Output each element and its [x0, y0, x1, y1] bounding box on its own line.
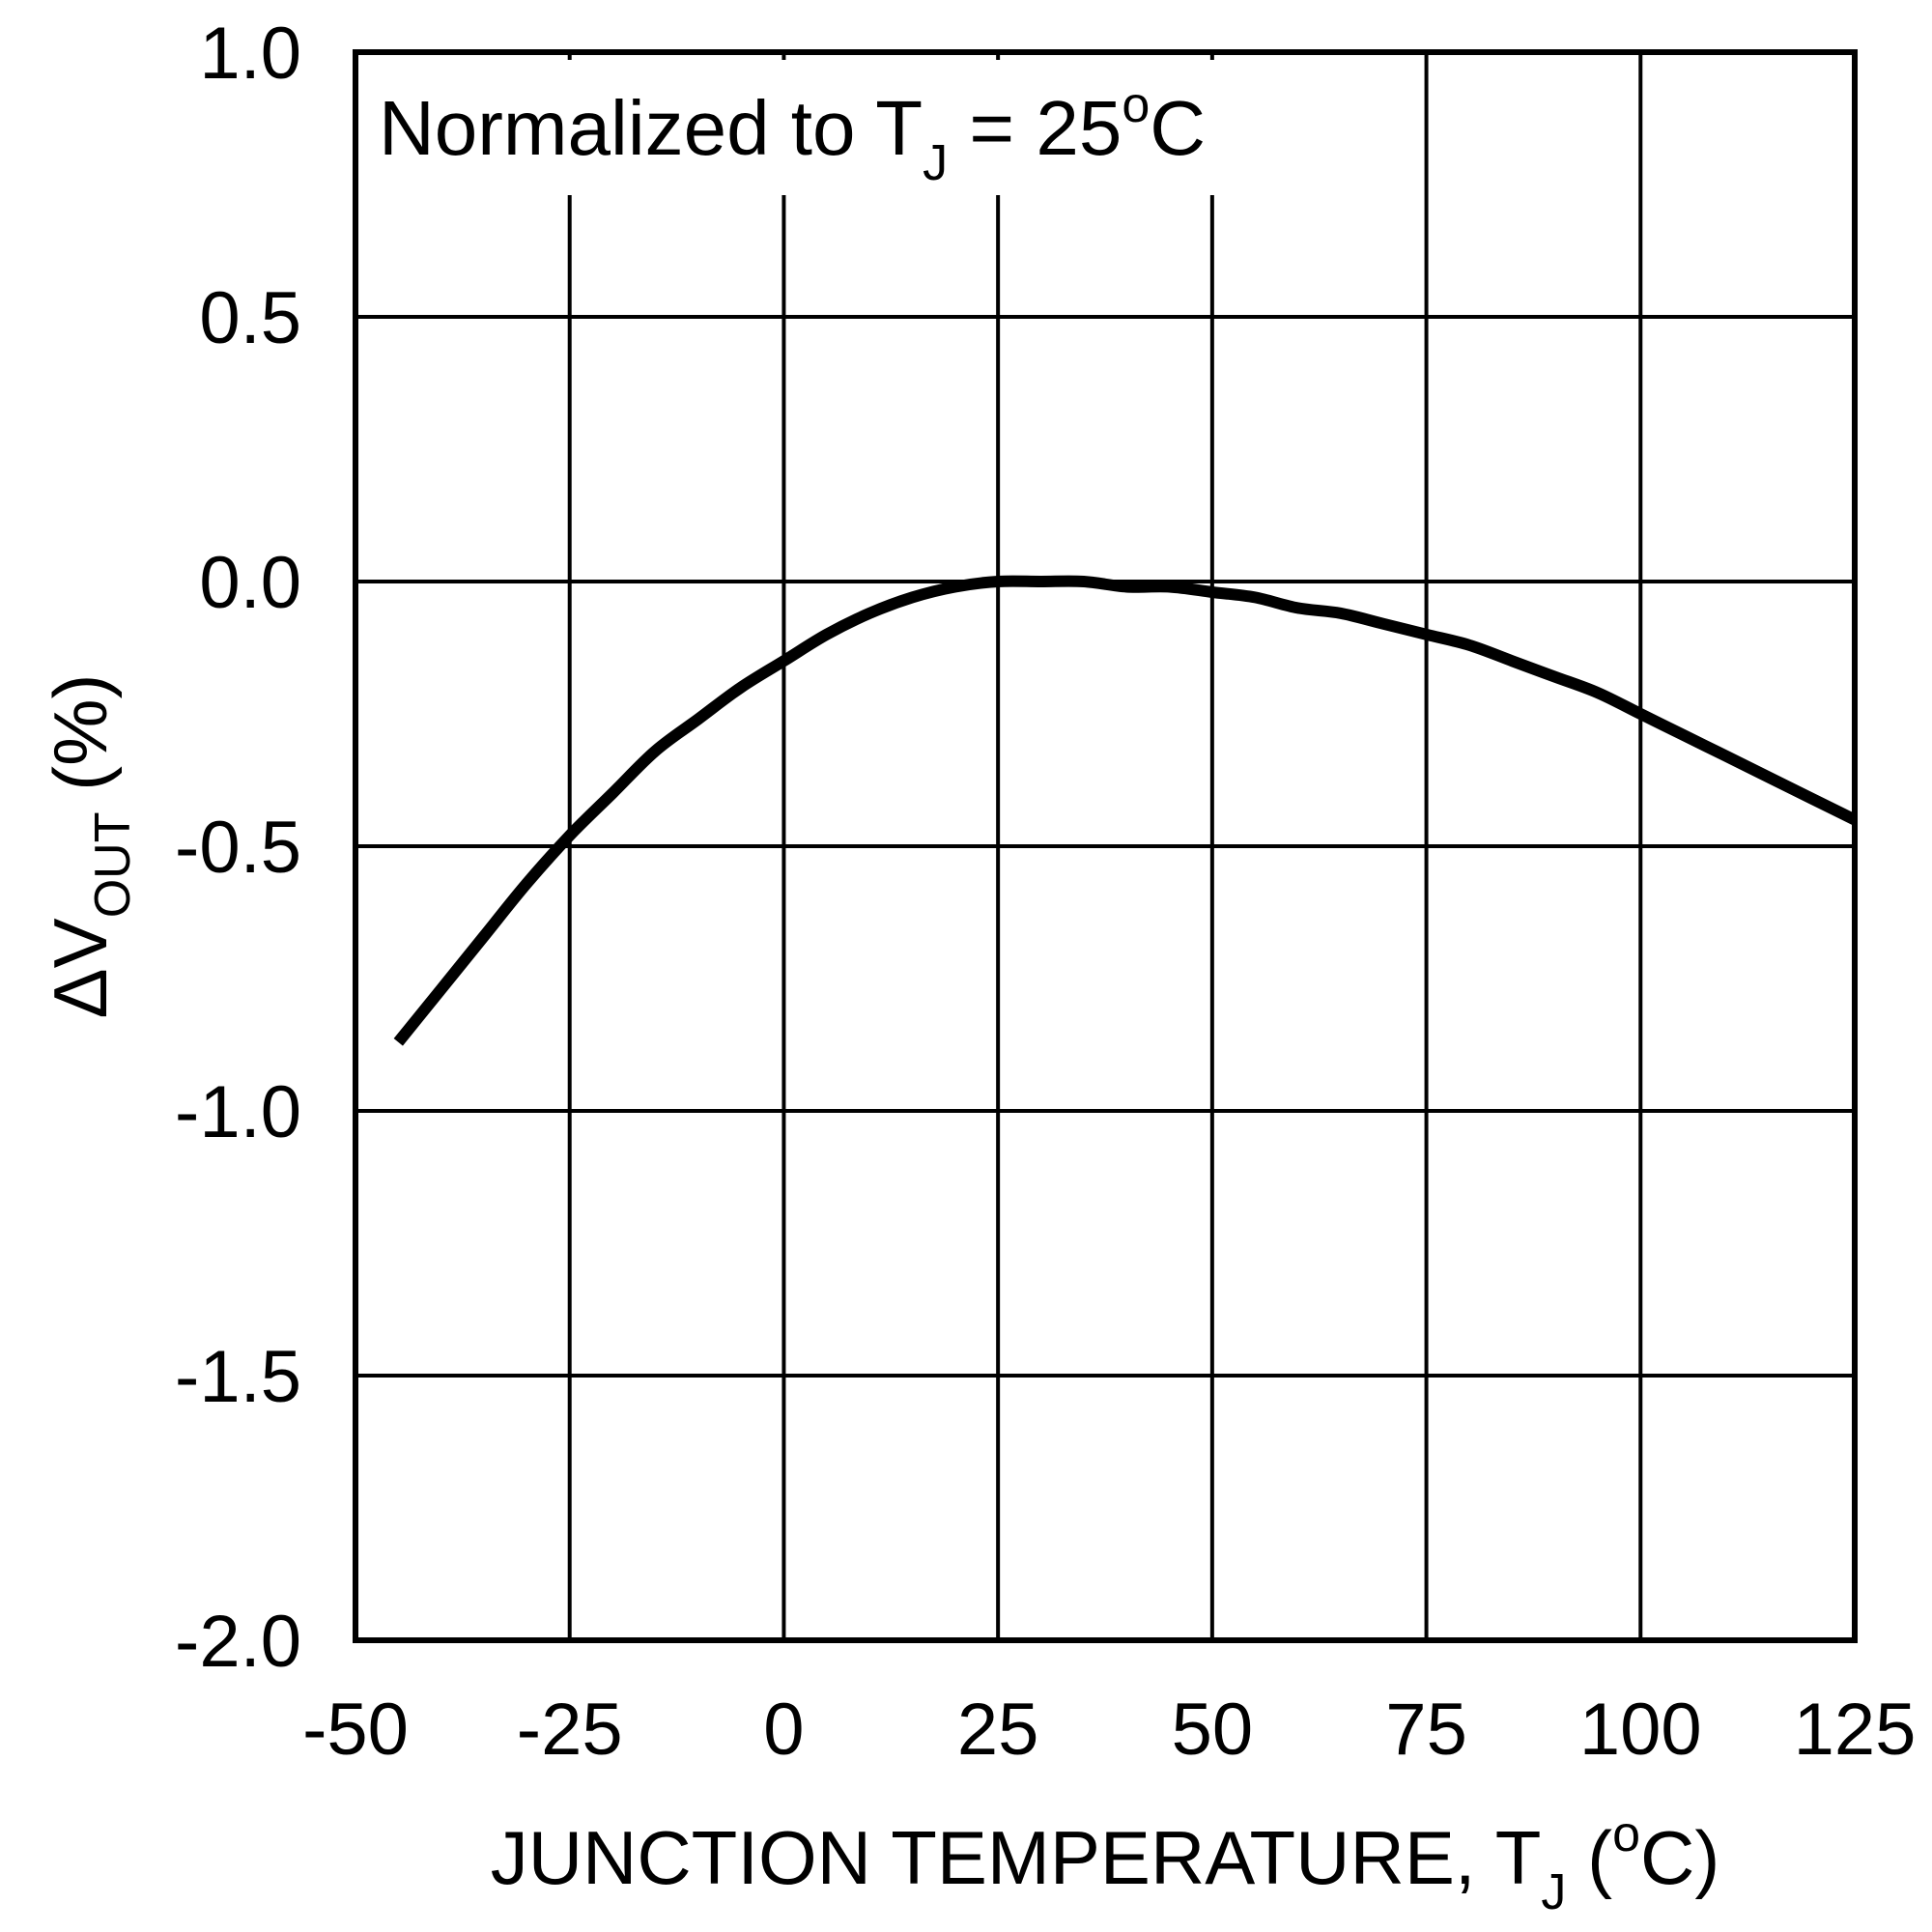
annotation: Normalized to TJ = 25oC — [379, 77, 1206, 191]
y-tick-labels: -2.0 -1.5 -1.0 -0.5 0.0 0.5 1.0 — [175, 13, 301, 1683]
x-tick-labels: -50 -25 0 25 50 75 100 125 — [302, 1689, 1916, 1771]
series-line — [393, 575, 1858, 1046]
y-tick-label: -1.5 — [175, 1336, 301, 1418]
x-axis-label: JUNCTION TEMPERATURE, TJ (oC) — [491, 1806, 1720, 1920]
x-tick-label: -50 — [302, 1689, 409, 1771]
y-tick-label: -1.0 — [175, 1071, 301, 1153]
x-tick-label: -25 — [517, 1689, 623, 1771]
series-layer — [393, 575, 1858, 1046]
y-tick-label: -2.0 — [175, 1601, 301, 1683]
x-tick-label: 25 — [957, 1689, 1039, 1771]
y-tick-label: -0.5 — [175, 807, 301, 889]
x-tick-label: 0 — [763, 1689, 804, 1771]
x-tick-label: 75 — [1385, 1689, 1467, 1771]
x-tick-label: 50 — [1172, 1689, 1254, 1771]
y-tick-label: 0.0 — [199, 542, 301, 624]
x-tick-label: 125 — [1794, 1689, 1917, 1771]
y-axis-label: ΔVOUT (%) — [38, 674, 141, 1019]
y-tick-label: 1.0 — [199, 13, 301, 95]
x-tick-label: 100 — [1579, 1689, 1702, 1771]
grid — [355, 52, 1855, 1640]
plot-frame — [353, 49, 1858, 1643]
y-tick-label: 0.5 — [199, 277, 301, 359]
annotation-background — [363, 60, 1329, 195]
